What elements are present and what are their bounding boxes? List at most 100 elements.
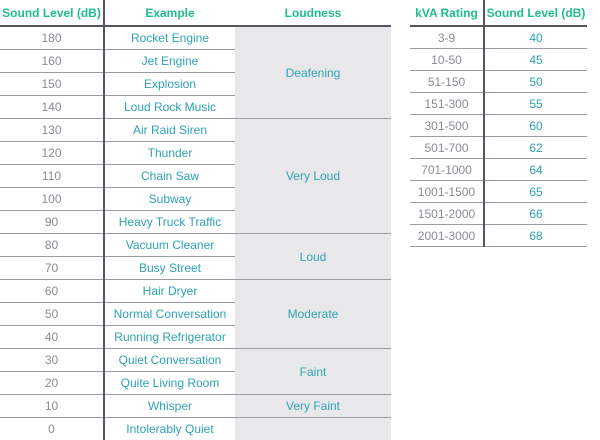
table-row: 301-500 60 (410, 114, 587, 137)
table-row: 130 Air Raid Siren Very Loud (0, 118, 391, 234)
table-header-row: Sound Level (dB) Example Loudness (0, 0, 391, 27)
kva-rating-cell: 1001-1500 (410, 180, 485, 203)
example-cell: Rocket Engine (104, 26, 235, 50)
loudness-group-cell: Deafening (235, 26, 391, 119)
sound-level-cell: 160 (0, 49, 105, 73)
col-header-loudness: Loudness (235, 0, 391, 27)
table-row: 140 Loud Rock Music (0, 95, 391, 119)
sound-level-cell: 0 (0, 417, 105, 440)
example-cell: Normal Conversation (104, 302, 235, 326)
table-row: 160 Jet Engine (0, 49, 391, 73)
sound-level-cell: 90 (0, 210, 105, 234)
example-cell: Intolerably Quiet (104, 417, 235, 440)
sound-level-cell: 150 (0, 72, 105, 96)
kva-rating-cell: 701-1000 (410, 158, 485, 181)
table-row: 701-1000 64 (410, 158, 587, 181)
sound-level-cell: 130 (0, 118, 105, 142)
example-cell: Hair Dryer (104, 279, 235, 303)
kva-rating-cell: 1501-2000 (410, 202, 485, 225)
table-row: 2001-3000 68 (410, 224, 587, 247)
loudness-group-cell: Loud (235, 233, 391, 280)
example-cell: Jet Engine (104, 49, 235, 73)
loudness-group-cell: Faint (235, 348, 391, 395)
table-row: 1501-2000 66 (410, 202, 587, 225)
table-row: 110 Chain Saw (0, 164, 391, 188)
sound-level-cell: 60 (0, 279, 105, 303)
loudness-group-cell (235, 417, 391, 440)
table-row: 20 Quite Living Room (0, 371, 391, 395)
sound-level-cell: 50 (484, 70, 587, 93)
sound-level-cell: 80 (0, 233, 105, 257)
example-cell: Explosion (104, 72, 235, 96)
sound-level-cell: 45 (484, 48, 587, 71)
kva-rating-cell: 151-300 (410, 92, 485, 115)
table-row: 150 Explosion (0, 72, 391, 96)
example-cell: Thunder (104, 141, 235, 165)
example-cell: Subway (104, 187, 235, 211)
example-cell: Quiet Conversation (104, 348, 235, 372)
example-cell: Air Raid Siren (104, 118, 235, 142)
example-cell: Loud Rock Music (104, 95, 235, 119)
table-row: 3-9 40 (410, 26, 587, 49)
sound-level-cell: 65 (484, 180, 587, 203)
sound-level-cell: 66 (484, 202, 587, 225)
table-header-row: kVA Rating Sound Level (dB) (410, 0, 587, 27)
sound-level-cell: 10 (0, 394, 105, 418)
table-row: 180 Rocket Engine Deafening (0, 26, 391, 119)
sound-level-cell: 140 (0, 95, 105, 119)
sound-level-cell: 64 (484, 158, 587, 181)
sound-level-cell: 100 (0, 187, 105, 211)
table-row: 40 Running Refrigerator (0, 325, 391, 349)
sound-level-cell: 62 (484, 136, 587, 159)
table-row: 51-150 50 (410, 70, 587, 93)
table-row: 0 Intolerably Quiet (0, 417, 391, 440)
table-row: 10 Whisper Very Faint (0, 394, 391, 418)
example-cell: Busy Street (104, 256, 235, 280)
loudness-group-cell: Very Loud (235, 118, 391, 234)
sound-level-cell: 55 (484, 92, 587, 115)
table-row: 70 Busy Street (0, 256, 391, 280)
kva-rating-cell: 2001-3000 (410, 224, 485, 247)
sound-level-cell: 40 (0, 325, 105, 349)
kva-rating-cell: 3-9 (410, 26, 485, 49)
table-row: 1001-1500 65 (410, 180, 587, 203)
table-row: 501-700 62 (410, 136, 587, 159)
table-row: 90 Heavy Truck Traffic (0, 210, 391, 234)
sound-level-example-table: Sound Level (dB) Example Loudness 180 Roc… (0, 0, 391, 440)
sound-level-cell: 30 (0, 348, 105, 372)
table-row: 30 Quiet Conversation Faint (0, 348, 391, 395)
table-row: 100 Subway (0, 187, 391, 211)
sound-level-cell: 40 (484, 26, 587, 49)
sound-level-cell: 180 (0, 26, 105, 50)
table-row: 10-50 45 (410, 48, 587, 71)
col-header-example: Example (104, 0, 235, 27)
kva-rating-cell: 301-500 (410, 114, 485, 137)
sound-level-cell: 120 (0, 141, 105, 165)
kva-rating-cell: 501-700 (410, 136, 485, 159)
loudness-group-cell: Very Faint (235, 394, 391, 418)
sound-level-cell: 68 (484, 224, 587, 247)
example-cell: Quite Living Room (104, 371, 235, 395)
kva-rating-cell: 10-50 (410, 48, 485, 71)
table-row: 60 Hair Dryer Moderate (0, 279, 391, 349)
sound-level-cell: 50 (0, 302, 105, 326)
sound-level-cell: 60 (484, 114, 587, 137)
col-header-kva-rating: kVA Rating (410, 0, 485, 27)
table-row: 80 Vacuum Cleaner Loud (0, 233, 391, 280)
example-cell: Chain Saw (104, 164, 235, 188)
sound-level-cell: 70 (0, 256, 105, 280)
table-row: 50 Normal Conversation (0, 302, 391, 326)
table-row: 151-300 55 (410, 92, 587, 115)
kva-rating-table: kVA Rating Sound Level (dB) 3-9 40 10-50 45… (410, 0, 587, 247)
loudness-group-cell: Moderate (235, 279, 391, 349)
kva-rating-cell: 51-150 (410, 70, 485, 93)
sound-level-cell: 110 (0, 164, 105, 188)
example-cell: Vacuum Cleaner (104, 233, 235, 257)
col-header-sound-level-db: Sound Level (dB) (484, 0, 587, 27)
sound-level-cell: 20 (0, 371, 105, 395)
example-cell: Heavy Truck Traffic (104, 210, 235, 234)
example-cell: Running Refrigerator (104, 325, 235, 349)
col-header-sound-level: Sound Level (dB) (0, 0, 105, 27)
example-cell: Whisper (104, 394, 235, 418)
